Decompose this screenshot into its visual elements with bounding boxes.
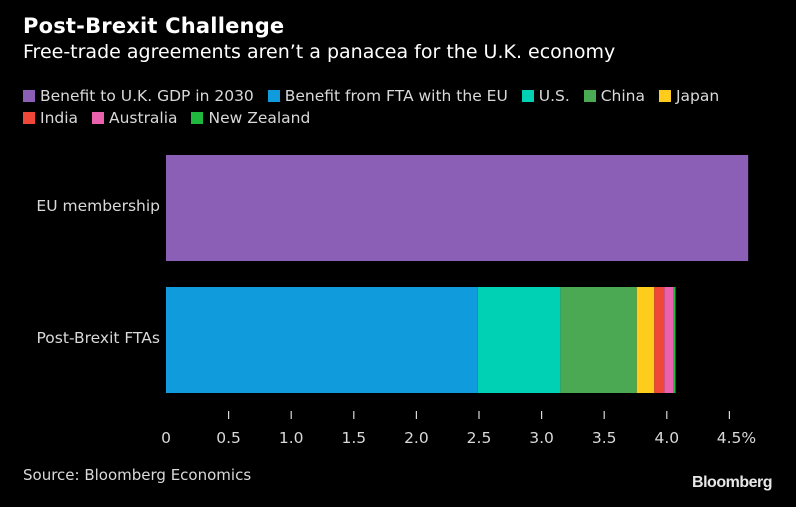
category-label-post-brexit-ftas: Post-Brexit FTAs (36, 329, 160, 347)
legend-label: China (600, 87, 646, 105)
legend-label: New Zealand (208, 109, 311, 127)
legend-item-india: India (23, 107, 78, 129)
x-tick-label: 4.0 (654, 429, 679, 447)
legend-swatch (23, 90, 35, 102)
legend-item-australia: Australia (91, 107, 178, 129)
legend-item-eu-fta: Benefit from FTA with the EU (267, 85, 508, 107)
legend-swatch (91, 112, 104, 124)
x-tick-label: 1.0 (279, 429, 304, 447)
chart-subtitle: Free-trade agreements aren’t a panacea f… (23, 41, 616, 63)
legend-item-us: U.S. (521, 85, 570, 107)
legend-item-japan: Japan (658, 85, 720, 107)
x-tick-label: 2.5 (467, 429, 492, 447)
bar-post-brexit-ftas-japan (636, 287, 655, 393)
legend-label: Japan (675, 87, 720, 105)
bar-post-brexit-ftas-australia (664, 287, 674, 393)
bar-post-brexit-ftas-benefit-from-fta-with-the-eu (166, 287, 478, 393)
legend-swatch (521, 90, 534, 102)
legend-item-new-zealand: New Zealand (191, 107, 310, 129)
x-tick-label: 1.5 (341, 429, 366, 447)
legend-swatch (191, 112, 204, 124)
x-tick-label: 2.0 (404, 429, 429, 447)
bar-post-brexit-ftas-china (560, 287, 637, 393)
x-tick-label: 4.5% (717, 429, 756, 447)
legend-swatch (658, 90, 671, 102)
bar-post-brexit-ftas-u-s (477, 287, 561, 393)
x-tick-label: 3.0 (529, 429, 554, 447)
chart-title: Post-Brexit Challenge (23, 14, 285, 38)
legend-swatch (583, 90, 596, 102)
legend-row-2: India Australia New Zealand (23, 107, 783, 129)
legend-swatch (267, 90, 280, 102)
source-note: Source: Bloomberg Economics (23, 466, 252, 484)
legend-item-china: China (583, 85, 646, 107)
legend-row-1: Benefit to U.K. GDP in 2030 Benefit from… (23, 85, 783, 107)
x-tick-label: 0 (161, 429, 171, 447)
legend: Benefit to U.K. GDP in 2030 Benefit from… (23, 85, 783, 129)
legend-swatch (23, 112, 35, 124)
x-tick-label: 0.5 (216, 429, 241, 447)
bloomberg-logo: Bloomberg (692, 474, 772, 491)
bar-post-brexit-ftas-india (654, 287, 665, 393)
bar-post-brexit-ftas-new-zealand (673, 287, 676, 393)
category-label-eu-membership: EU membership (36, 197, 160, 215)
legend-label: Benefit to U.K. GDP in 2030 (40, 87, 254, 105)
legend-label: Benefit from FTA with the EU (284, 87, 508, 105)
legend-item-gdp-benefit: Benefit to U.K. GDP in 2030 (23, 85, 254, 107)
x-tick-label: 3.5 (592, 429, 617, 447)
legend-label: U.S. (538, 87, 570, 105)
legend-label: India (40, 109, 79, 127)
bar-eu-membership-benefit-to-u-k-gdp-in-2030 (166, 155, 749, 261)
legend-label: Australia (108, 109, 178, 127)
